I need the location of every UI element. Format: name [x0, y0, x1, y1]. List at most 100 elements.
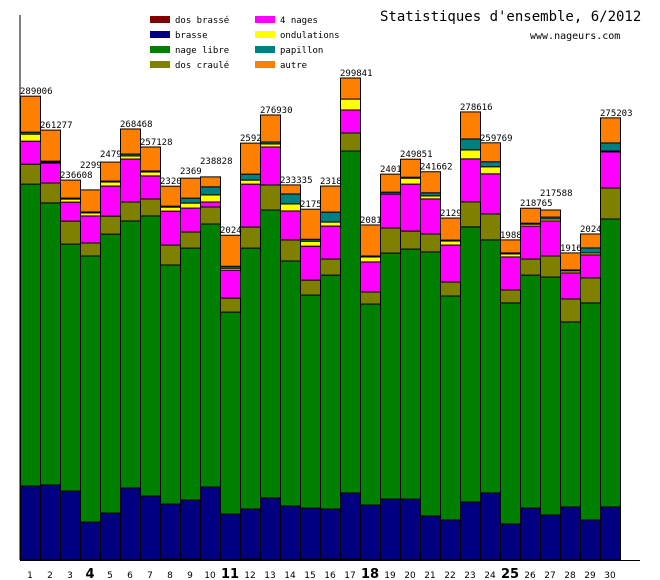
- legend-label: brasse: [175, 31, 208, 41]
- bar-segment-brasse: [20, 485, 41, 561]
- legend-swatch: [150, 31, 170, 38]
- bar-total-label: 2129: [440, 209, 462, 219]
- bar-segment-dos-craulé: [460, 201, 481, 228]
- x-tick-label: 26: [524, 571, 536, 580]
- bar-segment-4-nages: [560, 272, 581, 300]
- bar-segment-ondulations: [320, 221, 341, 227]
- bar-segment-4-nages: [460, 158, 481, 203]
- bar-segment-autre: [500, 239, 521, 254]
- bar-total-label: 2401: [380, 165, 402, 175]
- bar-segment-autre: [240, 142, 261, 175]
- bar-segment-dos-craulé: [520, 258, 541, 276]
- bar-segment-nage-libre: [320, 274, 341, 510]
- bar-segment-4-nages: [500, 256, 521, 291]
- bar-segment-ondulations: [300, 240, 321, 247]
- bar-segment-autre: [260, 114, 281, 143]
- bar-segment-4-nages: [140, 175, 161, 200]
- bar-segment-autre: [20, 95, 41, 133]
- x-tick-label: 15: [304, 571, 315, 580]
- bar-segment-dos-craulé: [280, 239, 301, 262]
- bar-segment-nage-libre: [100, 233, 121, 514]
- bar-segment-4-nages: [320, 225, 341, 260]
- bar-segment-brasse: [600, 506, 621, 561]
- bar-total-label: 275203: [600, 109, 633, 119]
- bar-segment-nage-libre: [60, 243, 81, 492]
- bar-total-label: 1988: [500, 231, 522, 241]
- bar-segment-autre: [280, 184, 301, 195]
- bar-segment-brasse: [80, 521, 101, 561]
- legend-label: dos craulé: [175, 60, 229, 71]
- bar-segment-nage-libre: [240, 247, 261, 510]
- bar-segment-ondulations: [460, 149, 481, 160]
- bar-segment-dos-craulé: [20, 163, 41, 185]
- bar-segment-autre: [360, 224, 381, 257]
- x-tick-label: 5: [107, 571, 113, 580]
- bar-segment-nage-libre: [580, 302, 601, 521]
- bar-segment-dos-craulé: [120, 201, 141, 222]
- bar-segment-ondulations: [400, 177, 421, 185]
- x-tick-label: 29: [584, 571, 596, 580]
- bar-segment-nage-libre: [520, 274, 541, 509]
- bar-segment-dos-craulé: [400, 230, 421, 250]
- legend-label: autre: [280, 61, 307, 71]
- bar-segment-nage-libre: [180, 247, 201, 501]
- bar-total-label: 257128: [140, 138, 173, 148]
- bar-segment-nage-libre: [20, 183, 41, 487]
- legend-label: dos brassé: [175, 15, 229, 26]
- bar-total-label: 268468: [120, 120, 153, 130]
- x-tick-label: 23: [464, 571, 475, 580]
- bar-segment-papillon: [580, 247, 601, 254]
- bar-segment-nage-libre: [160, 264, 181, 505]
- bar-segment-4-nages: [100, 185, 121, 217]
- bar-segment-ondulations: [20, 133, 41, 142]
- bar-segment-brasse: [440, 519, 461, 561]
- chart-title: Statistiques d'ensemble, 6/2012: [380, 9, 642, 25]
- bar-segment-brasse: [100, 512, 121, 561]
- bar-segment-brasse: [240, 508, 261, 560]
- bar-segment-brasse: [260, 497, 281, 561]
- bar-segment-brasse: [120, 487, 141, 561]
- bar-segment-4-nages: [200, 201, 221, 208]
- bar-segment-brasse: [280, 505, 301, 561]
- bar-segment-brasse: [480, 492, 501, 561]
- legend-label: nage libre: [175, 46, 229, 56]
- bar-segment-dos-craulé: [360, 291, 381, 305]
- bar-segment-brasse: [400, 498, 421, 561]
- bar-segment-nage-libre: [40, 202, 61, 486]
- bar-total-label: 261277: [40, 121, 73, 131]
- bar-segment-ondulations: [440, 240, 461, 246]
- x-tick-label: 30: [604, 571, 616, 580]
- x-tick-label: 13: [264, 571, 275, 580]
- x-tick-label: 27: [544, 571, 555, 580]
- bar-segment-autre: [520, 207, 541, 224]
- bar-segment-papillon: [240, 173, 261, 181]
- bar-segment-brasse: [200, 486, 221, 561]
- bar-segment-brasse: [540, 514, 561, 561]
- bar-segment-4-nages: [80, 215, 101, 244]
- bar-segment-ondulations: [140, 171, 161, 177]
- bar-segment-4-nages: [160, 210, 181, 246]
- bar-segment-autre: [400, 158, 421, 178]
- bar-segment-4-nages: [440, 244, 461, 283]
- bar-segment-autre: [540, 209, 561, 218]
- bar-segment-4-nages: [380, 193, 401, 229]
- bar-segment-dos-craulé: [40, 182, 61, 204]
- bar-segment-4-nages: [540, 220, 561, 257]
- bar-segment-ondulations: [280, 203, 301, 212]
- bar-segment-nage-libre: [200, 223, 221, 488]
- bar-segment-nage-libre: [220, 311, 241, 515]
- bar-segment-brasse: [180, 499, 201, 560]
- bar-total-label: 217588: [540, 189, 573, 199]
- bar-segment-dos-craulé: [100, 215, 121, 235]
- bar-segment-dos-craulé: [220, 297, 241, 313]
- bar-segment-papillon: [480, 161, 501, 168]
- bar-segment-ondulations: [100, 181, 121, 187]
- bar-segment-4-nages: [40, 162, 61, 184]
- x-tick-label: 20: [404, 571, 416, 580]
- bar-segment-papillon: [180, 197, 201, 204]
- bar-segment-dos-craulé: [440, 281, 461, 297]
- legend-label: 4 nages: [280, 16, 318, 26]
- bar-total-label: 2318: [320, 177, 342, 187]
